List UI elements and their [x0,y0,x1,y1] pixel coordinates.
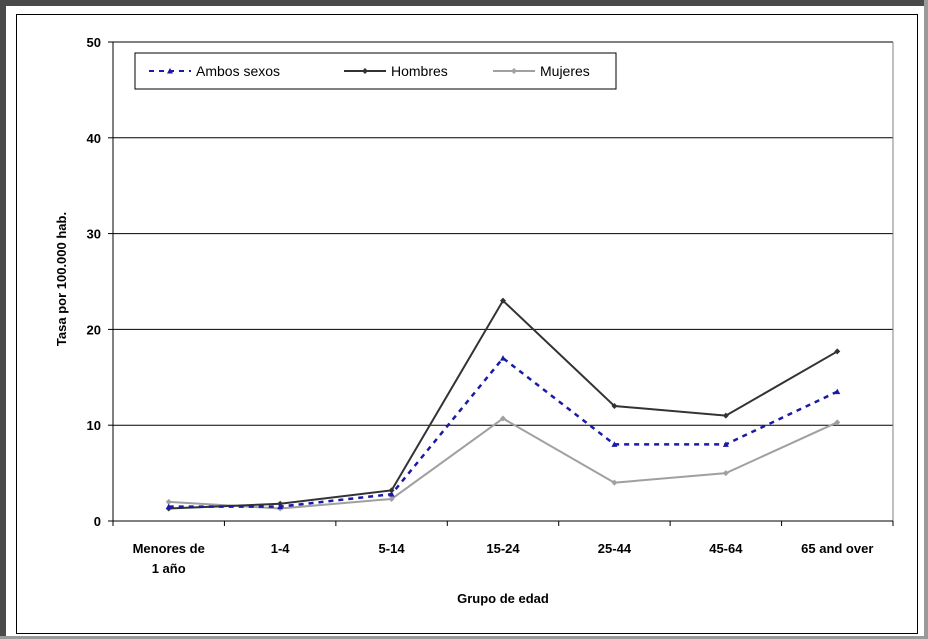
data-point [511,68,517,74]
tick-labels: 0 10 20 30 40 50 Menores de 1 año 1-4 5-14 15-24 25… [87,35,874,576]
series-lines [165,297,841,512]
x-tick-label: 45-64 [709,541,743,556]
data-point [388,487,395,494]
x-tick-label: Menores de 1 año [133,541,205,576]
frame-right-border [924,0,928,639]
axes [108,41,894,526]
y-tick-label: 20 [87,322,101,337]
data-point [722,412,729,419]
data-point [834,348,841,355]
data-point [500,415,506,422]
legend-label: Hombres [391,63,448,79]
data-point [722,470,729,477]
data-point [611,479,618,486]
data-point [362,68,368,74]
legend-label: Mujeres [540,63,590,79]
data-point [611,403,618,410]
x-tick-label: 65 and over [801,541,873,556]
data-point [165,498,172,505]
x-tick-label: 15-24 [486,541,520,556]
y-axis-label: Tasa por 100.000 hab. [54,212,69,346]
data-point [388,495,395,502]
data-point [277,503,284,510]
x-tick-label: 25-44 [598,541,632,556]
data-point [388,491,395,497]
data-point [500,297,506,304]
legend-item-mujeres: Mujeres [493,63,590,79]
legend-item-hombres: Hombres [344,63,448,79]
y-tick-label: 10 [87,418,101,433]
x-axis-label: Grupo de edad [457,591,549,606]
series-ambos-sexos [165,355,841,510]
series-line [168,299,838,510]
x-tick-label: 5-14 [379,541,406,556]
frame-left-border [0,0,6,639]
series-mujeres [165,415,841,512]
series-line [168,417,838,510]
legend-label: Ambos sexos [196,63,280,79]
y-tick-label: 50 [87,35,101,50]
data-point [500,355,506,361]
legend: Ambos sexos Hombres Mujeres [134,52,617,90]
gridlines [113,41,893,426]
chart-area-border [16,14,918,634]
y-tick-label: 40 [87,131,101,146]
data-point [722,441,729,447]
y-tick-label: 30 [87,227,101,242]
data-point [167,68,173,74]
y-tick-label: 0 [94,514,101,529]
legend-item-ambos-sexos: Ambos sexos [149,63,280,79]
data-point [611,441,618,447]
frame-top-border [0,0,928,6]
frame-bottom-border [0,636,928,639]
x-tick-label: 1-4 [271,541,291,556]
data-point [834,388,841,395]
data-point [165,503,172,510]
series-line [168,356,838,508]
data-point [834,419,841,426]
